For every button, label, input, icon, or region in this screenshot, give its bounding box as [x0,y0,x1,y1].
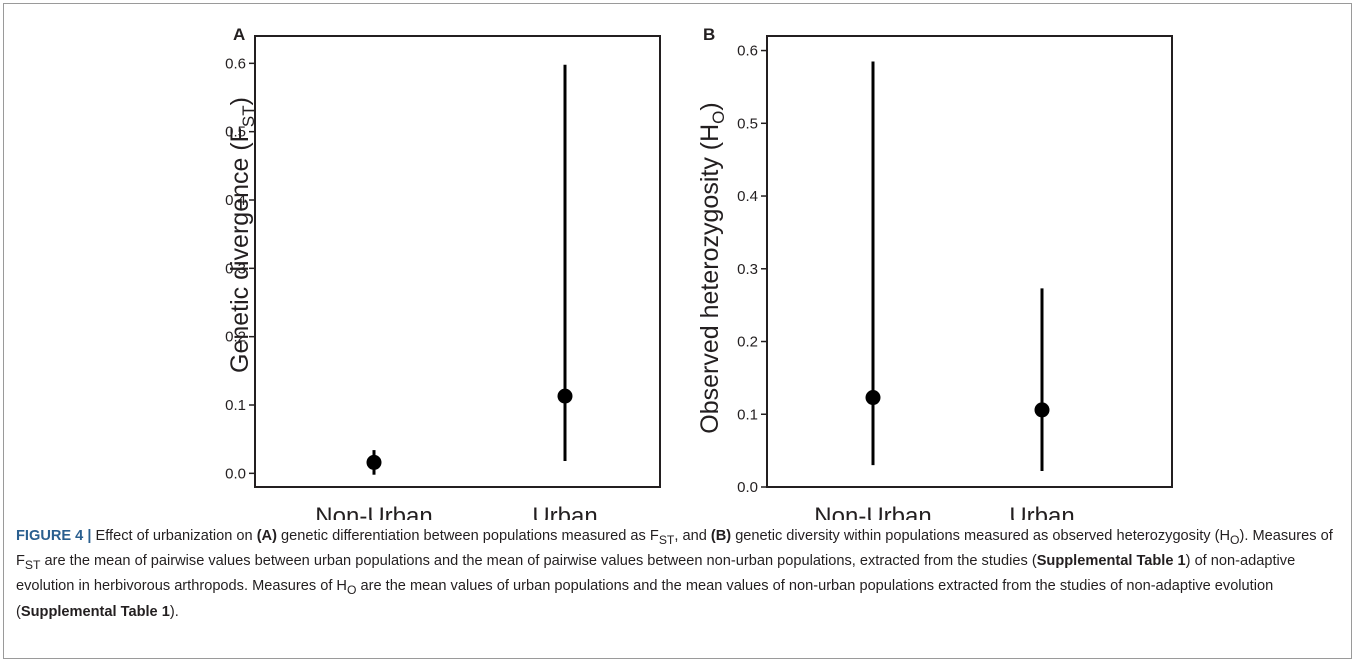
caption-text-1: Effect of urbanization on [91,528,257,544]
y-tick-label: 0.0 [225,465,246,482]
y-tick-label: 0.6 [225,55,246,72]
caption-ho-subscript-2: O [346,583,357,598]
caption-figure-label: FIGURE 4 | [16,528,92,544]
caption-text-5: ). Measures of F [16,528,1333,570]
y-tick-label: 0.5 [737,115,758,132]
data-series-b [865,61,1050,471]
y-tick-label: 0.2 [737,334,758,351]
y-axis-a: 0.0 0.1 0.2 0.3 0.4 0.5 0.6 [225,55,255,482]
x-axis-a: Non-Urban Urban [315,503,597,520]
x-category-label: Urban [1009,503,1074,520]
caption-panel-b-ref: (B) [710,528,732,544]
panel-a: A Genetic divergence (FST) 0.00.10.20.30… [225,25,661,520]
y-tick-label: 0.0 [737,479,758,496]
y-tick-label: 0.3 [225,260,246,277]
y-axis-b: 0.0 0.1 0.2 0.3 0.4 0.5 0.6 [737,43,767,496]
figure-caption: FIGURE 4 | Effect of urbanization on (A)… [16,526,1342,623]
caption-fst-subscript-2: ST [24,558,41,573]
plot-frame-a [254,35,661,488]
x-category-label: Urban [532,503,597,520]
y-tick-label: 0.1 [737,406,758,423]
data-series-a [366,64,573,475]
caption-ho-subscript: O [1230,532,1240,547]
panel-label-b: B [703,25,715,44]
x-category-label: Non-Urban [814,503,931,520]
mean-point [557,388,573,404]
y-tick-label: 0.4 [225,192,246,209]
y-tick-label: 0.6 [737,43,758,60]
y-axis-label-b: Observed heterozygosity (HO) [696,102,728,433]
plot-frame-b [766,35,1173,488]
caption-fst-subscript: ST [658,532,675,547]
caption-text-8: are the mean values of urban populations… [16,578,1274,620]
caption-supplemental-ref-1: Supplemental Table 1 [1036,553,1186,570]
caption-text-7: ) of non-adaptive evolution in herbivoro… [16,553,1296,595]
panel-b: B Observed heterozygosity (HO) 0.0 0.1 0.2… [696,25,1173,520]
caption-text-9: ). [169,603,179,620]
y-tick-label: 0.4 [737,188,758,205]
caption-text-6: are the mean of pairwise values between … [40,553,1037,570]
caption-text-4: genetic diversity within populations mea… [731,528,1231,544]
mean-point [366,454,382,470]
y-tick-label: 0.2 [225,329,246,346]
mean-point [865,390,881,406]
y-tick-label: 0.5 [225,124,246,141]
y-tick-label: 0.1 [225,397,246,414]
caption-text-3: , and [674,528,711,544]
figure-charts: A Genetic divergence (FST) 0.00.10.20.30… [225,25,1173,520]
x-category-label: Non-Urban [315,503,432,520]
caption-supplemental-ref-2: Supplemental Table 1 [20,603,170,620]
mean-point [1034,402,1050,418]
y-axis-label-a: Genetic divergence (FST) [226,97,258,373]
x-axis-b: Non-Urban Urban [814,503,1074,520]
caption-text-2: genetic differentiation between populati… [276,528,659,544]
y-tick-label: 0.3 [737,261,758,278]
figure-frame [3,3,1352,659]
panel-label-a: A [233,25,245,44]
caption-panel-a-ref: (A) [256,528,277,544]
